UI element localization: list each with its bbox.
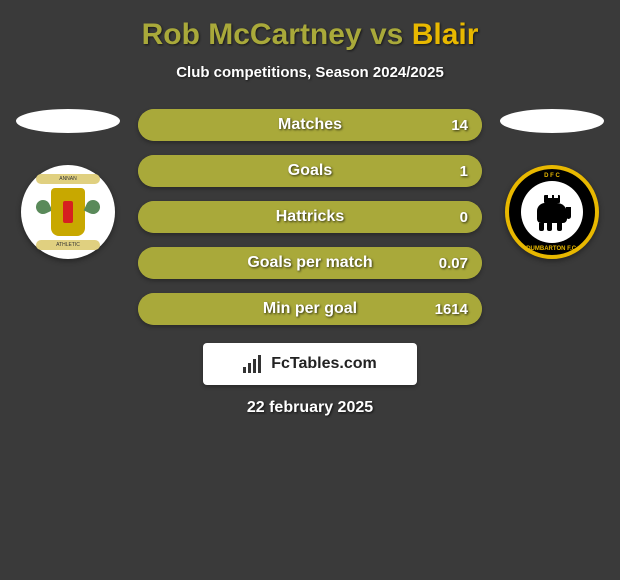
stat-label: Hattricks — [138, 208, 482, 226]
stat-bar: Goals1 — [138, 155, 482, 187]
vs-text: vs — [362, 18, 412, 51]
player-a-name: Rob McCartney — [142, 18, 362, 51]
dumbarton-crest-icon — [521, 181, 583, 243]
badge-bottom-banner: ATHLETIC — [36, 240, 100, 250]
page-title: Rob McCartney vs Blair — [0, 18, 620, 52]
thistle-icon — [34, 198, 53, 217]
player-a-avatar — [16, 109, 120, 133]
thistle-icon — [84, 198, 103, 217]
stat-value-right: 0.07 — [439, 255, 468, 272]
stat-bar: Hattricks0 — [138, 201, 482, 233]
stat-label: Matches — [138, 116, 482, 134]
stat-bars: Matches14 Goals1 Hattricks0 Goals per match… — [138, 109, 482, 325]
chart-icon — [243, 355, 265, 373]
shield-icon — [51, 188, 85, 236]
club-badge-dumbarton: D F C DUMBARTON F.C. — [505, 165, 599, 259]
stat-bar: Matches14 — [138, 109, 482, 141]
brand-link[interactable]: FcTables.com — [203, 343, 417, 385]
comparison-widget: Rob McCartney vs Blair Club competitions… — [0, 0, 620, 417]
stat-label: Goals per match — [138, 254, 482, 272]
club-badge-annan: ANNAN ATHLETIC — [21, 165, 115, 259]
stat-bar: Min per goal1614 — [138, 293, 482, 325]
subtitle: Club competitions, Season 2024/2025 — [0, 64, 620, 81]
annan-crest-icon: ANNAN ATHLETIC — [36, 174, 100, 250]
badge-ring-top: D F C — [544, 173, 560, 179]
stat-label: Min per goal — [138, 300, 482, 318]
badge-top-banner: ANNAN — [36, 174, 100, 184]
left-column: ANNAN ATHLETIC — [8, 109, 128, 259]
stat-value-right: 1 — [460, 163, 468, 180]
stat-value-right: 14 — [451, 117, 468, 134]
stat-bar: Goals per match0.07 — [138, 247, 482, 279]
player-b-name: Blair — [412, 18, 479, 51]
badge-ring-bottom: DUMBARTON F.C. — [526, 246, 578, 252]
date-text: 22 february 2025 — [0, 399, 620, 417]
elephant-icon — [533, 197, 571, 227]
brand-text: FcTables.com — [271, 355, 377, 373]
stat-label: Goals — [138, 162, 482, 180]
player-b-avatar — [500, 109, 604, 133]
right-column: D F C DUMBARTON F.C. — [492, 109, 612, 259]
stat-value-right: 1614 — [435, 301, 468, 318]
comparison-area: ANNAN ATHLETIC Matches14Goals1Hattricks0… — [0, 109, 620, 325]
stat-value-right: 0 — [460, 209, 468, 226]
